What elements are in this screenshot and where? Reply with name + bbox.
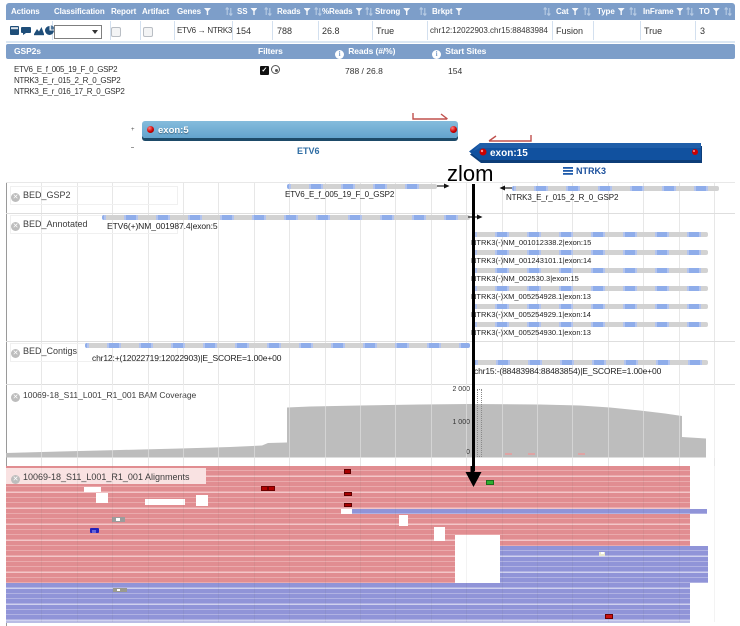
svg-text:exon:15: exon:15 — [490, 148, 528, 159]
